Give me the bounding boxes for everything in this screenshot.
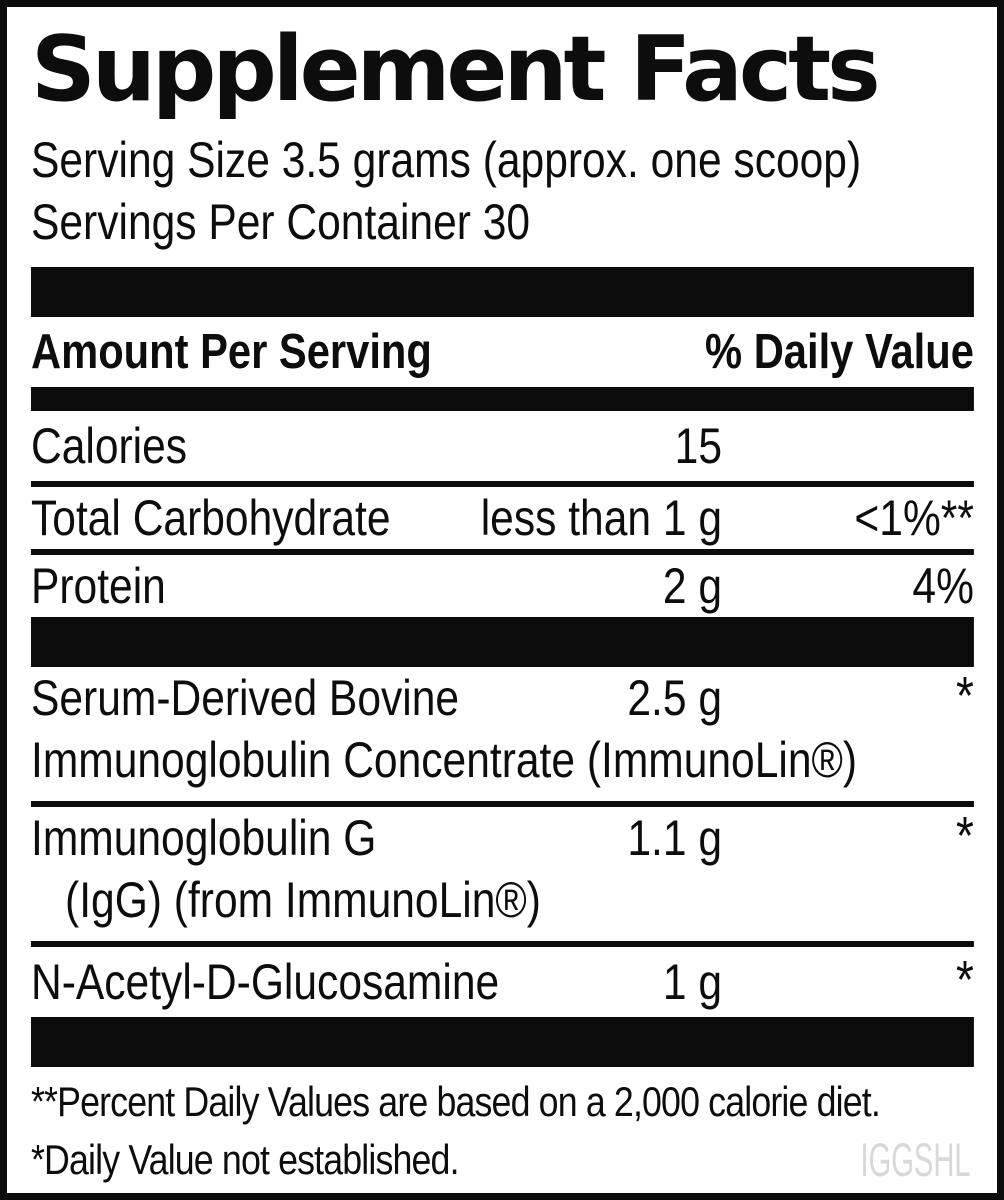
ingredient-row-n-acetyl-d-glucosamine: N-Acetyl-D-Glucosamine 1 g * (31, 947, 974, 1017)
ingredient-daily-value: * (956, 949, 974, 1010)
ingredient-amount: 2.5 g (627, 669, 723, 726)
nutrient-row-calories: Calories 15 (31, 411, 974, 481)
ingredient-name: N-Acetyl-D-Glucosamine (31, 953, 500, 1010)
thin-rule-under-header (31, 386, 974, 411)
panel-body: Serving Size 3.5 grams (approx. one scoo… (31, 129, 974, 1189)
servings-per-container-text: Servings Per Container 30 (31, 194, 531, 250)
ingredient-amount: 1 g (662, 953, 723, 1010)
serving-size-text: Serving Size 3.5 grams (approx. one scoo… (31, 132, 862, 188)
ingredient-amount: 1.1 g (627, 809, 723, 866)
thick-rule-bottom (31, 1016, 974, 1067)
ingredient-daily-value: * (956, 665, 974, 726)
ingredient-name-line2: (IgG) (from ImmunoLin®) (65, 871, 541, 928)
nutrient-row-protein: Protein 2 g 4% (31, 555, 974, 617)
row-divider (31, 480, 974, 487)
nutrient-amount: 15 (674, 417, 723, 474)
footnote-daily-value-not-established: *Daily Value not established. (31, 1135, 460, 1183)
ingredient-row-line1: Immunoglobulin G 1.1 g * (31, 805, 974, 869)
panel-title: Supplement Facts (31, 17, 881, 122)
serving-info: Serving Size 3.5 grams (approx. one scoo… (31, 129, 974, 253)
nutrient-name: Calories (31, 417, 188, 474)
footnotes: **Percent Daily Values are based on a 2,… (31, 1073, 974, 1189)
nutrient-name: Total Carbohydrate (31, 489, 391, 546)
ingredient-daily-value: * (956, 805, 974, 866)
ingredient-row-immunoglobulin-g: Immunoglobulin G 1.1 g * (IgG) (from Imm… (31, 805, 974, 941)
ingredient-row-serum-derived-bovine: Serum-Derived Bovine 2.5 g * Immunoglobu… (31, 665, 974, 801)
ingredient-name: Serum-Derived Bovine (31, 669, 460, 726)
nutrient-name: Protein (31, 557, 166, 614)
row-divider (31, 548, 974, 555)
nutrient-daily-value: <1%** (854, 489, 974, 546)
amount-per-serving-header: Amount Per Serving (31, 325, 432, 379)
ingredient-name: Immunoglobulin G (31, 809, 377, 866)
nutrient-amount: less than 1 g (480, 489, 723, 546)
thick-rule-top (31, 267, 974, 317)
ingredient-name-line2: Immunoglobulin Concentrate (ImmunoLin®) (31, 731, 858, 788)
ingredient-row-line1: Serum-Derived Bovine 2.5 g * (31, 665, 974, 729)
nutrient-amount: 2 g (662, 557, 723, 614)
watermark-text: IGGSHL (860, 1133, 971, 1186)
column-header-row: Amount Per Serving % Daily Value (31, 317, 974, 387)
row-divider (31, 940, 974, 947)
nutrient-row-total-carbohydrate: Total Carbohydrate less than 1 g <1%** (31, 487, 974, 549)
thick-rule-middle (31, 616, 974, 667)
nutrient-daily-value: 4% (912, 557, 974, 614)
row-divider (31, 800, 974, 807)
footnote-percent-daily-values: **Percent Daily Values are based on a 2,… (31, 1077, 881, 1125)
daily-value-header: % Daily Value (705, 325, 974, 379)
